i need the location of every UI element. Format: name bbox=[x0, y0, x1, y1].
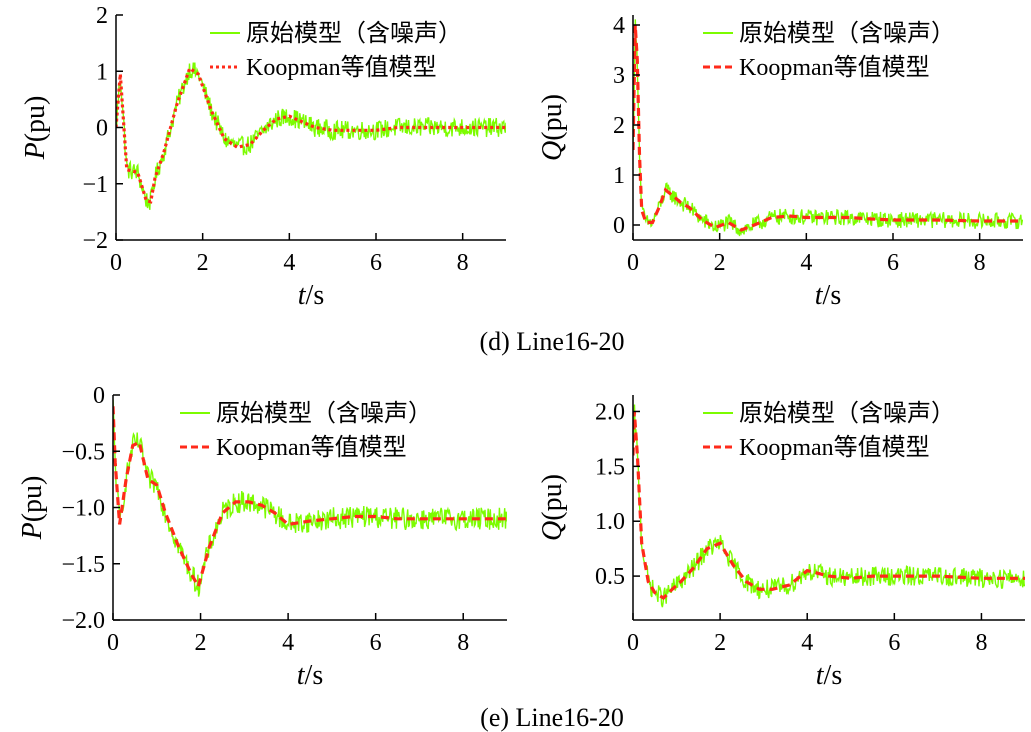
legend-label-koopman: Koopman等值模型 bbox=[246, 54, 437, 81]
x-tick-label: 8 bbox=[974, 250, 986, 276]
y-tick-label: 2 bbox=[613, 113, 625, 139]
y-tick-label: 2.0 bbox=[595, 399, 625, 425]
x-axis-label: t/s bbox=[297, 660, 323, 691]
y-tick-label: 1 bbox=[613, 163, 625, 189]
y-tick-label: 1.5 bbox=[595, 454, 625, 480]
x-tick-label: 8 bbox=[457, 250, 469, 276]
x-tick-label: 4 bbox=[801, 630, 813, 656]
y-tick-label: 3 bbox=[613, 63, 625, 89]
caption-d: (d) Line16-20 bbox=[479, 327, 624, 356]
x-tick-label: 6 bbox=[370, 630, 382, 656]
x-tick-label: 2 bbox=[197, 250, 209, 276]
x-tick-label: 6 bbox=[888, 630, 900, 656]
y-tick-label: −1.0 bbox=[61, 496, 105, 522]
caption-e: (e) Line16-20 bbox=[480, 703, 624, 732]
x-tick-label: 2 bbox=[195, 630, 207, 656]
x-tick-label: 8 bbox=[975, 630, 987, 656]
x-tick-label: 8 bbox=[457, 630, 469, 656]
legend-label-koopman: Koopman等值模型 bbox=[739, 54, 930, 81]
legend-label-koopman: Koopman等值模型 bbox=[739, 434, 930, 461]
y-tick-label: −2.0 bbox=[61, 608, 105, 634]
legend-label-original: 原始模型（含噪声） bbox=[246, 20, 462, 47]
x-axis-label: t/s bbox=[815, 280, 841, 311]
series-koopman bbox=[633, 411, 1025, 601]
series-original-noisy bbox=[116, 62, 506, 210]
legend-label-original: 原始模型（含噪声） bbox=[739, 20, 955, 47]
y-axis-label: Q(pu) bbox=[537, 94, 568, 161]
legend-label-original: 原始模型（含噪声） bbox=[216, 400, 432, 427]
series-koopman bbox=[633, 24, 1023, 232]
x-tick-label: 0 bbox=[110, 250, 122, 276]
x-tick-label: 0 bbox=[627, 250, 639, 276]
y-tick-label: 0 bbox=[613, 213, 625, 239]
x-tick-label: 6 bbox=[370, 250, 382, 276]
y-tick-label: 0 bbox=[96, 116, 108, 142]
y-axis-label: P(pu) bbox=[17, 476, 48, 541]
series-original-noisy bbox=[633, 19, 1023, 237]
y-tick-label: 4 bbox=[613, 13, 625, 39]
series-original-noisy bbox=[113, 399, 507, 597]
y-tick-label: −2 bbox=[82, 228, 108, 254]
y-tick-label: 2 bbox=[96, 3, 108, 29]
series-koopman bbox=[113, 406, 507, 591]
y-axis-label: P(pu) bbox=[20, 96, 51, 161]
y-axis-label: Q(pu) bbox=[537, 474, 568, 541]
x-axis-label: t/s bbox=[298, 280, 324, 311]
legend-label-original: 原始模型（含噪声） bbox=[739, 400, 955, 427]
x-tick-label: 0 bbox=[107, 630, 119, 656]
y-tick-label: 1 bbox=[96, 59, 108, 85]
y-tick-label: 0 bbox=[93, 383, 105, 409]
y-tick-label: −1 bbox=[82, 172, 108, 198]
chart-d-Q: 0 2 4 6 8 0 1 2 3 4 Q(pu) t/s 原始模型（含噪声） Koopman等值模型 bbox=[537, 13, 1023, 311]
series-koopman bbox=[116, 65, 506, 204]
x-tick-label: 0 bbox=[627, 630, 639, 656]
chart-e-P: 0 2 4 6 8 −2.0 −1.5 −1.0 −0.5 0 P(pu) t/s 原始模型（含噪声） K… bbox=[17, 383, 507, 691]
y-tick-label: 0.5 bbox=[595, 564, 625, 590]
legend-label-koopman: Koopman等值模型 bbox=[216, 434, 407, 461]
x-tick-label: 4 bbox=[283, 250, 295, 276]
y-tick-label: −0.5 bbox=[61, 439, 105, 465]
y-tick-label: 1.0 bbox=[595, 509, 625, 535]
x-tick-label: 2 bbox=[714, 630, 726, 656]
y-tick-label: −1.5 bbox=[61, 552, 105, 578]
x-tick-label: 2 bbox=[714, 250, 726, 276]
chart-e-Q: 0 2 4 6 8 0.5 1.0 1.5 2.0 Q(pu) t/s 原始模型（含噪声） Koopma… bbox=[537, 395, 1025, 691]
chart-d-P: 0 2 4 6 8 −2 −1 0 1 2 P(pu) t/s 原始模型（含噪声） Koopman等值模型 bbox=[20, 3, 506, 311]
x-tick-label: 4 bbox=[800, 250, 812, 276]
x-tick-label: 4 bbox=[282, 630, 294, 656]
x-tick-label: 6 bbox=[887, 250, 899, 276]
x-axis-label: t/s bbox=[816, 660, 842, 691]
